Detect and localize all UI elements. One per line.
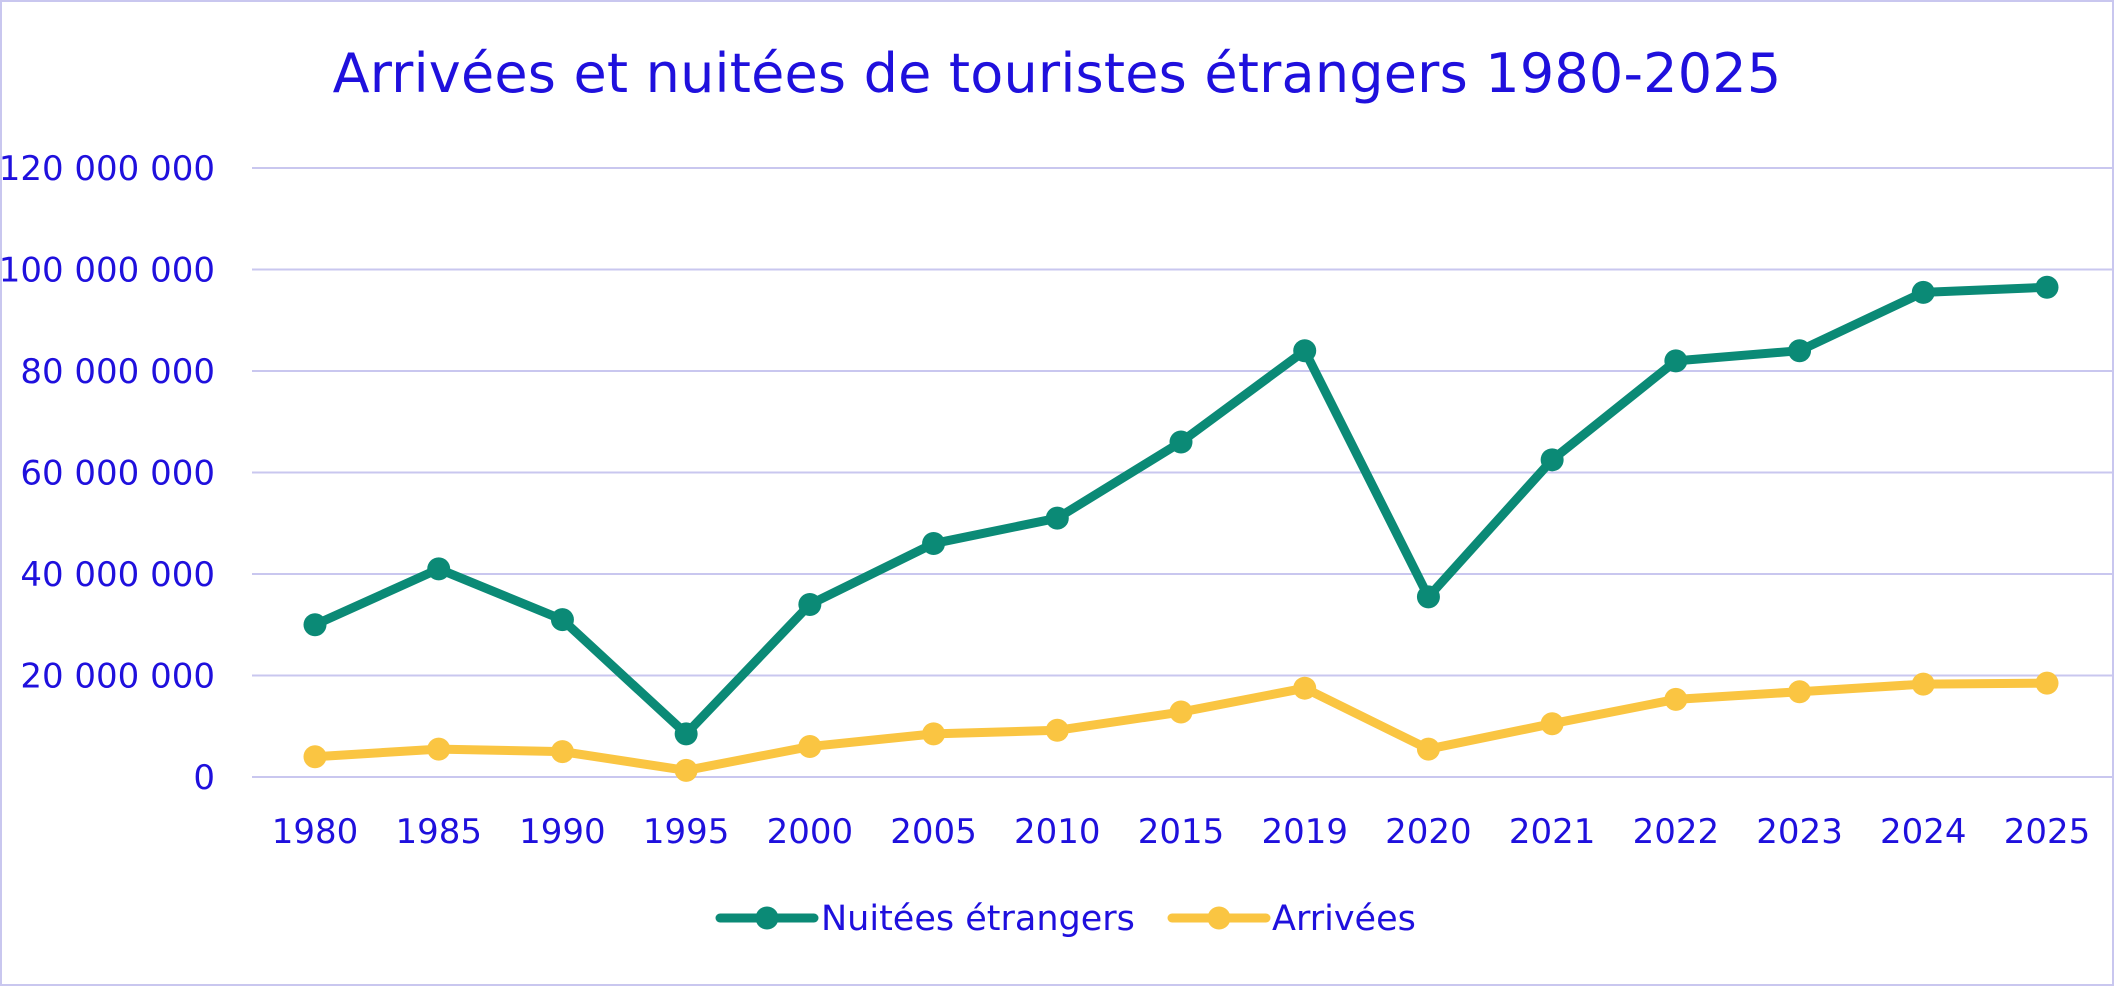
x-tick-label: 2024: [1880, 812, 1967, 852]
series-lines: [303, 275, 2059, 782]
x-tick-label: 1985: [395, 812, 482, 852]
series-line: [310, 282, 2052, 739]
chart-title: Arrivées et nuitées de touristes étrange…: [332, 42, 1782, 105]
x-tick-label: 2023: [1756, 812, 1843, 852]
legend-item: Nuitées étrangers: [715, 899, 1135, 939]
data-point: [922, 722, 946, 746]
data-point: [303, 745, 327, 769]
data-point: [2035, 275, 2059, 299]
data-point: [1045, 718, 1069, 742]
x-tick-label: 2010: [1014, 812, 1101, 852]
series-nuitees: [303, 275, 2059, 746]
data-point: [1664, 687, 1688, 711]
x-tick-label: 1995: [643, 812, 730, 852]
data-point: [427, 557, 451, 581]
x-tick-label: 1980: [272, 812, 359, 852]
data-point: [1911, 280, 1935, 304]
data-point: [1169, 700, 1193, 724]
x-tick-label: 2000: [767, 812, 854, 852]
data-point: [1540, 448, 1564, 472]
data-point: [1293, 676, 1317, 700]
y-tick-label: 80 000 000: [20, 352, 215, 392]
series-arrivees: [303, 671, 2059, 782]
x-tick-label: 2005: [890, 812, 977, 852]
legend-item: Arrivées: [1167, 899, 1416, 939]
x-tick-label: 2015: [1138, 812, 1225, 852]
legend-label: Arrivées: [1272, 899, 1416, 939]
x-tick-label: 2021: [1509, 812, 1596, 852]
legend-swatch-marker: [755, 906, 779, 930]
data-point: [798, 735, 822, 759]
x-tick-label: 2025: [2004, 812, 2091, 852]
y-tick-label: 60 000 000: [20, 454, 215, 494]
x-tick-label: 1990: [519, 812, 606, 852]
data-point: [674, 722, 698, 746]
y-tick-label: 120 000 000: [2, 149, 215, 189]
data-point: [1664, 349, 1688, 373]
data-point: [303, 613, 327, 637]
x-axis-tick-labels: 1980 1985 1990 1995 2000 2005 2010 2015 2019 2020…: [272, 812, 2091, 852]
data-point: [674, 758, 698, 782]
data-point: [922, 532, 946, 556]
legend-label: Nuitées étrangers: [821, 899, 1135, 939]
legend-swatch-marker: [1207, 906, 1231, 930]
data-point: [550, 740, 574, 764]
data-point: [1788, 339, 1812, 363]
series-line: [310, 678, 2052, 775]
data-point: [550, 608, 574, 632]
gridlines: [252, 167, 2112, 778]
data-point: [1416, 737, 1440, 761]
data-point: [427, 737, 451, 761]
y-tick-label: 20 000 000: [20, 657, 215, 697]
y-tick-label: 40 000 000: [20, 555, 215, 595]
data-point: [1045, 506, 1069, 530]
x-tick-label: 2020: [1385, 812, 1472, 852]
x-tick-label: 2019: [1261, 812, 1348, 852]
legend: Nuitées étrangers Arrivées: [715, 899, 1416, 939]
data-point: [2035, 671, 2059, 695]
data-point: [1540, 712, 1564, 736]
y-tick-label: 100 000 000: [2, 251, 215, 291]
y-axis-tick-labels: 0 20 000 000 40 000 000 60 000 000 80 000 00…: [2, 149, 215, 798]
data-point: [1788, 680, 1812, 704]
data-point: [1416, 585, 1440, 609]
x-tick-label: 2022: [1633, 812, 1720, 852]
data-point: [798, 592, 822, 616]
y-tick-label: 0: [193, 758, 215, 798]
data-point: [1169, 430, 1193, 454]
data-point: [1911, 672, 1935, 696]
data-point: [1293, 339, 1317, 363]
